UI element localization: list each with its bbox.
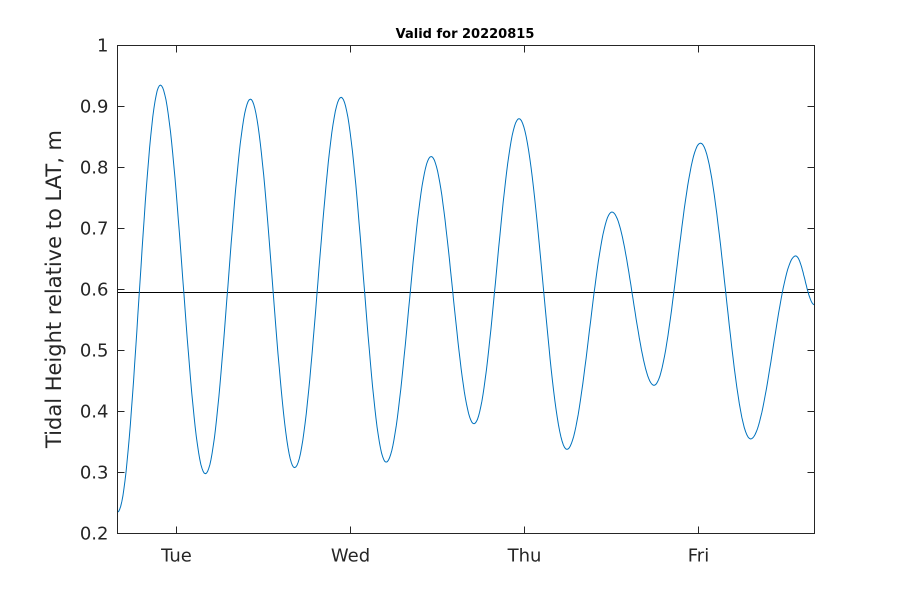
chart-title: Valid for 20220815 <box>396 27 535 42</box>
x-tick-label: Tue <box>160 546 192 567</box>
tidal-height-series-line <box>117 84 815 513</box>
y-tick-label: 1 <box>97 36 108 57</box>
y-tick-label: 0.2 <box>80 524 109 545</box>
y-tick-label: 0.4 <box>80 402 109 423</box>
y-axis-label: Tidal Height relative to LAT, m <box>42 130 66 449</box>
x-tick-label: Thu <box>507 546 542 567</box>
x-tick-label: Fri <box>688 546 709 567</box>
plot-frame <box>117 45 815 534</box>
y-tick-label: 0.3 <box>80 463 109 484</box>
y-tick-label: 0.5 <box>80 341 109 362</box>
y-tick-label: 0.9 <box>80 97 109 118</box>
y-tick-label: 0.7 <box>80 219 109 240</box>
x-tick-label: Wed <box>331 546 370 567</box>
y-tick-label: 0.6 <box>80 280 109 301</box>
y-tick-label: 0.8 <box>80 158 109 179</box>
